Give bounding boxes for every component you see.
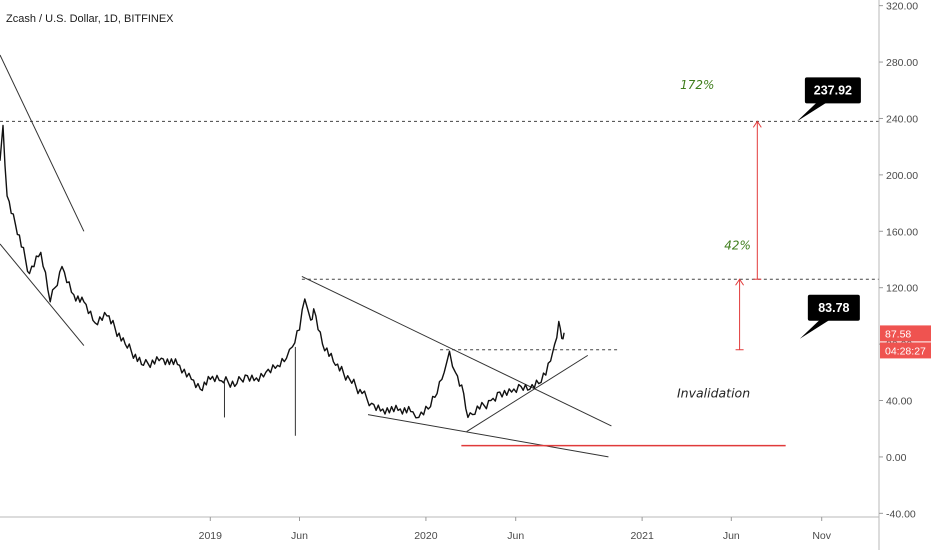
callout-label: 83.78 [818, 301, 849, 315]
price-tick-label: 320.00 [886, 1, 918, 13]
time-axis[interactable]: 2019 Jun 2020 Jun 2021 Jun Nov [0, 516, 879, 542]
callout-box [804, 77, 861, 104]
plot-area[interactable]: Invalidation 172% 42% 237.92 83.78 [0, 54, 879, 458]
price-callout[interactable]: 83.78 [799, 294, 860, 339]
price-callout[interactable]: 237.92 [796, 77, 861, 122]
title-group: Zcash / U.S. Dollar, 1D, BITFINEX [6, 13, 174, 25]
price-tick-label: 240.00 [886, 113, 918, 125]
time-tick-label: Jun [507, 530, 524, 542]
invalidation-label: Invalidation [677, 386, 750, 401]
trendline[interactable] [0, 54, 85, 232]
countdown-label: 04:28:27 [885, 345, 926, 357]
time-tick-label: 2020 [414, 530, 438, 542]
price-tick-label: 200.00 [886, 170, 918, 182]
callout-label: 237.92 [814, 83, 852, 97]
time-tick-label: 2019 [199, 530, 223, 542]
current-price-badge [880, 325, 931, 342]
time-tick-label: Jun [291, 530, 308, 542]
time-tick-label: 2021 [630, 530, 654, 542]
price-tick-label: 120.00 [886, 283, 918, 295]
time-tick-label: Jun [723, 530, 740, 542]
current-price-label: 87.58 [885, 328, 911, 340]
target-percent-label: 172% [680, 78, 714, 92]
price-tick-label: 40.00 [886, 396, 912, 408]
target-arrow-head [752, 120, 762, 128]
price-tick-label: 0.00 [886, 452, 907, 464]
price-tick-label: 160.00 [886, 226, 918, 238]
price-series[interactable] [0, 124, 565, 419]
target-percent-label: 42% [724, 239, 751, 253]
callout-pointer [796, 102, 827, 122]
target-arrow-head [735, 278, 745, 286]
time-tick-label: Nov [812, 530, 831, 542]
trendline[interactable] [367, 414, 609, 458]
price-axis[interactable]: 320.00280.00240.00200.00160.00120.0080.0… [878, 0, 931, 550]
trendline[interactable] [301, 275, 612, 427]
countdown-badge [880, 342, 931, 359]
chart-title: Zcash / U.S. Dollar, 1D, BITFINEX [6, 13, 174, 25]
trendline[interactable] [466, 354, 589, 432]
trendline[interactable] [0, 243, 85, 346]
price-tick-label: 280.00 [886, 57, 918, 69]
callout-box [807, 294, 860, 321]
price-tick-label: -40.00 [886, 508, 916, 520]
callout-pointer [799, 319, 830, 339]
